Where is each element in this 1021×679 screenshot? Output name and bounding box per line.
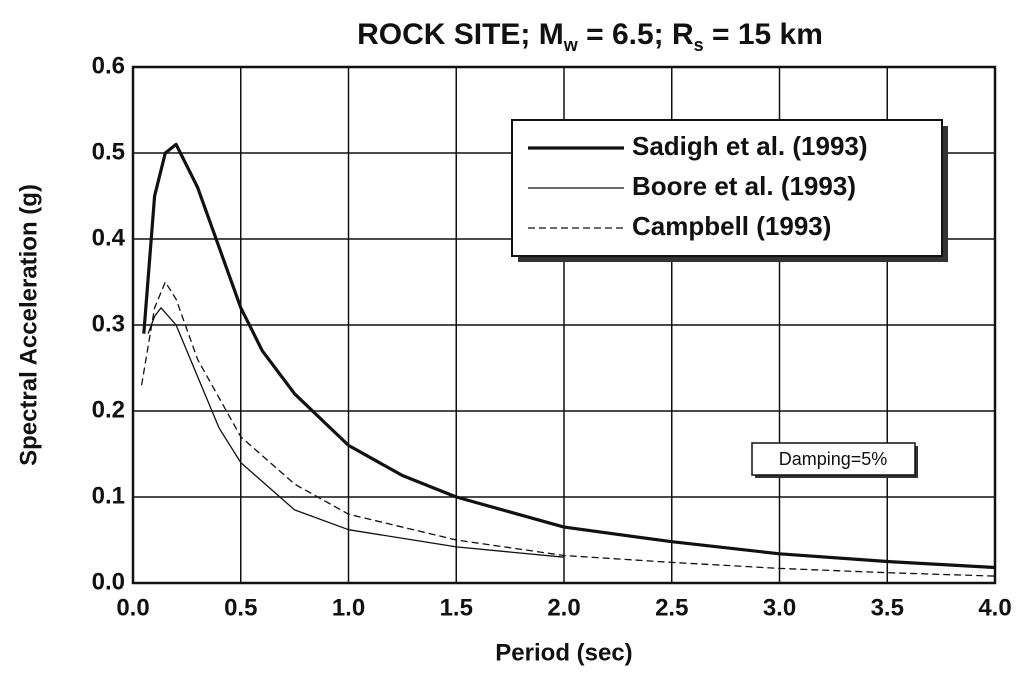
x-axis-label: Period (sec) <box>495 639 632 666</box>
x-tick-label: 3.0 <box>763 594 796 621</box>
annotation: Damping=5% <box>779 449 888 469</box>
series-line <box>142 142 996 570</box>
y-tick-label: 0.0 <box>92 568 125 595</box>
title-subscript: w <box>563 35 579 55</box>
y-tick-label: 0.1 <box>92 482 125 509</box>
x-tick-label: 0.5 <box>224 594 257 621</box>
x-tick-label: 1.0 <box>332 594 365 621</box>
y-tick-label: 0.6 <box>92 52 125 79</box>
x-tick-label: 0.0 <box>116 594 149 621</box>
annotation-box <box>751 442 916 476</box>
y-axis-label: Spectral Acceleration (g) <box>15 184 42 466</box>
y-tick-label: 0.5 <box>92 138 125 165</box>
x-tick-label: 4.0 <box>978 594 1011 621</box>
title-part: = 15 km <box>704 18 823 51</box>
series-line <box>147 307 565 558</box>
legend-label: Boore et al. (1993) <box>632 171 856 201</box>
title-subscript: s <box>694 35 704 55</box>
title-part: ROCK SITE; M <box>357 18 564 51</box>
chart-title: ROCK SITE; Mw = 6.5; Rs = 15 km <box>357 18 823 55</box>
y-tick-label: 0.3 <box>92 310 125 337</box>
plot-frame <box>131 65 997 585</box>
legend-label: Sadigh et al. (1993) <box>632 131 868 161</box>
series-line <box>140 281 996 577</box>
legend-label: Campbell (1993) <box>632 211 831 241</box>
x-tick-label: 1.5 <box>440 594 473 621</box>
x-tick-label: 3.5 <box>871 594 904 621</box>
title-part: = 6.5; R <box>578 18 694 51</box>
x-tick-label: 2.5 <box>655 594 688 621</box>
y-tick-label: 0.2 <box>92 396 125 423</box>
x-tick-label: 2.0 <box>547 594 580 621</box>
y-tick-label: 0.4 <box>92 224 126 251</box>
